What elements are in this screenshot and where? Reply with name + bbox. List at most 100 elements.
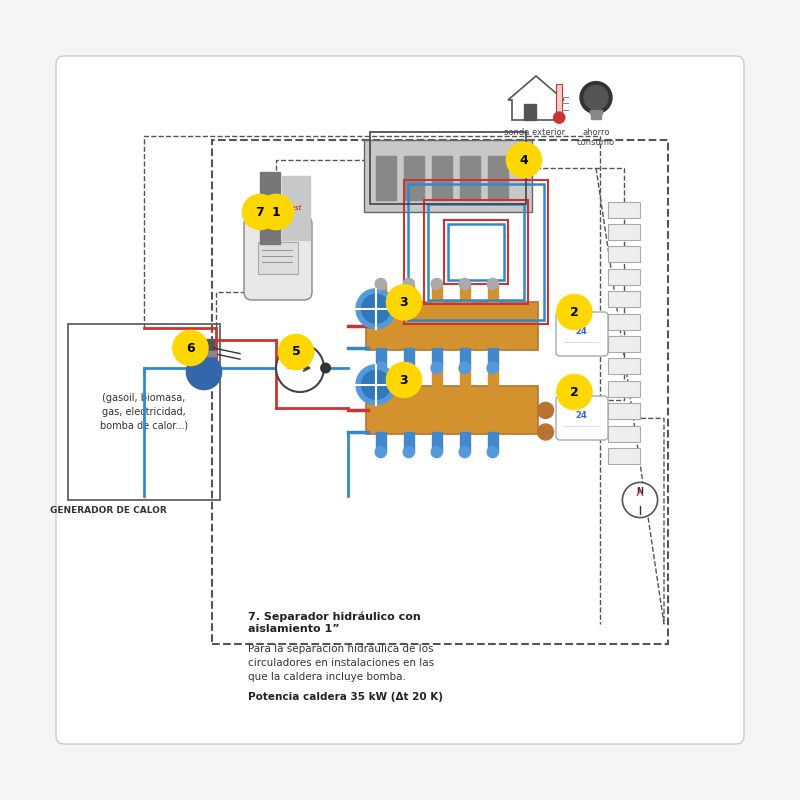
- Bar: [376, 156, 396, 200]
- FancyBboxPatch shape: [68, 324, 220, 500]
- Circle shape: [580, 82, 612, 114]
- Bar: [432, 156, 452, 200]
- Bar: [488, 432, 498, 452]
- Text: 3: 3: [400, 374, 408, 386]
- Text: 24: 24: [576, 411, 587, 421]
- Bar: [404, 368, 414, 388]
- Bar: [376, 348, 386, 368]
- Bar: [608, 336, 640, 352]
- Text: 5: 5: [292, 346, 300, 358]
- Circle shape: [375, 362, 386, 374]
- FancyBboxPatch shape: [366, 386, 538, 434]
- Circle shape: [362, 294, 390, 323]
- Text: test: test: [289, 205, 302, 211]
- Circle shape: [278, 334, 314, 370]
- Bar: [432, 284, 442, 304]
- Bar: [428, 204, 524, 300]
- Bar: [432, 432, 442, 452]
- Text: Potencia caldera 35 kW (Δt 20 K): Potencia caldera 35 kW (Δt 20 K): [248, 692, 443, 702]
- Text: (gasoil, biomasa,
gas, electricidad,
bomba de calor...): (gasoil, biomasa, gas, electricidad, bom…: [100, 393, 188, 431]
- Circle shape: [321, 363, 330, 373]
- Circle shape: [459, 278, 470, 290]
- Text: N: N: [637, 487, 643, 497]
- Circle shape: [403, 362, 414, 374]
- Circle shape: [431, 362, 442, 374]
- Circle shape: [386, 285, 422, 320]
- Bar: [282, 176, 310, 240]
- FancyBboxPatch shape: [556, 396, 608, 440]
- Bar: [432, 348, 442, 368]
- Circle shape: [538, 402, 554, 418]
- Circle shape: [459, 362, 470, 374]
- Circle shape: [186, 354, 222, 390]
- Circle shape: [276, 344, 324, 392]
- Circle shape: [459, 362, 470, 374]
- FancyBboxPatch shape: [556, 312, 608, 356]
- Circle shape: [403, 278, 414, 290]
- Bar: [404, 180, 548, 324]
- Text: GENERADOR DE CALOR: GENERADOR DE CALOR: [50, 506, 166, 514]
- Bar: [556, 84, 562, 116]
- Circle shape: [375, 446, 386, 458]
- Circle shape: [173, 330, 208, 366]
- Circle shape: [622, 482, 658, 518]
- Bar: [608, 224, 640, 240]
- Bar: [404, 284, 414, 304]
- Bar: [258, 242, 298, 274]
- Circle shape: [487, 362, 498, 374]
- Bar: [370, 132, 526, 204]
- Bar: [591, 114, 601, 119]
- Circle shape: [538, 424, 554, 440]
- Bar: [524, 104, 536, 120]
- Bar: [488, 284, 498, 304]
- Bar: [424, 200, 528, 304]
- Bar: [460, 156, 480, 200]
- Text: 6: 6: [186, 342, 194, 354]
- Circle shape: [487, 278, 498, 290]
- Text: 24: 24: [576, 327, 587, 337]
- Bar: [608, 314, 640, 330]
- Text: ahorro
consumo: ahorro consumo: [577, 128, 615, 147]
- Bar: [460, 348, 470, 368]
- Text: 1: 1: [272, 206, 280, 218]
- Bar: [460, 368, 470, 388]
- FancyBboxPatch shape: [366, 302, 538, 350]
- Bar: [460, 284, 470, 304]
- Bar: [608, 403, 640, 419]
- Bar: [590, 110, 602, 114]
- Bar: [194, 351, 216, 356]
- FancyBboxPatch shape: [244, 216, 312, 300]
- Circle shape: [258, 194, 294, 230]
- FancyBboxPatch shape: [364, 140, 532, 212]
- Bar: [608, 381, 640, 397]
- Circle shape: [362, 370, 390, 399]
- Bar: [608, 358, 640, 374]
- Bar: [444, 220, 508, 284]
- Circle shape: [356, 365, 396, 405]
- Bar: [488, 368, 498, 388]
- Circle shape: [375, 278, 386, 290]
- Circle shape: [487, 446, 498, 458]
- Circle shape: [386, 362, 422, 398]
- Text: 4: 4: [520, 154, 528, 166]
- Circle shape: [554, 112, 565, 123]
- Text: 7. Separador hidráulico con
aislamiento 1”: 7. Separador hidráulico con aislamiento …: [248, 612, 421, 634]
- Bar: [488, 348, 498, 368]
- Text: 7: 7: [256, 206, 264, 218]
- Bar: [376, 368, 386, 388]
- Bar: [608, 269, 640, 285]
- Bar: [196, 339, 214, 354]
- Circle shape: [487, 362, 498, 374]
- Bar: [448, 224, 504, 280]
- Bar: [404, 348, 414, 368]
- Bar: [432, 368, 442, 388]
- Bar: [608, 202, 640, 218]
- Circle shape: [459, 446, 470, 458]
- Circle shape: [403, 362, 414, 374]
- Bar: [404, 432, 414, 452]
- Circle shape: [242, 194, 278, 230]
- Bar: [608, 291, 640, 307]
- Bar: [608, 448, 640, 464]
- Circle shape: [403, 446, 414, 458]
- Bar: [608, 246, 640, 262]
